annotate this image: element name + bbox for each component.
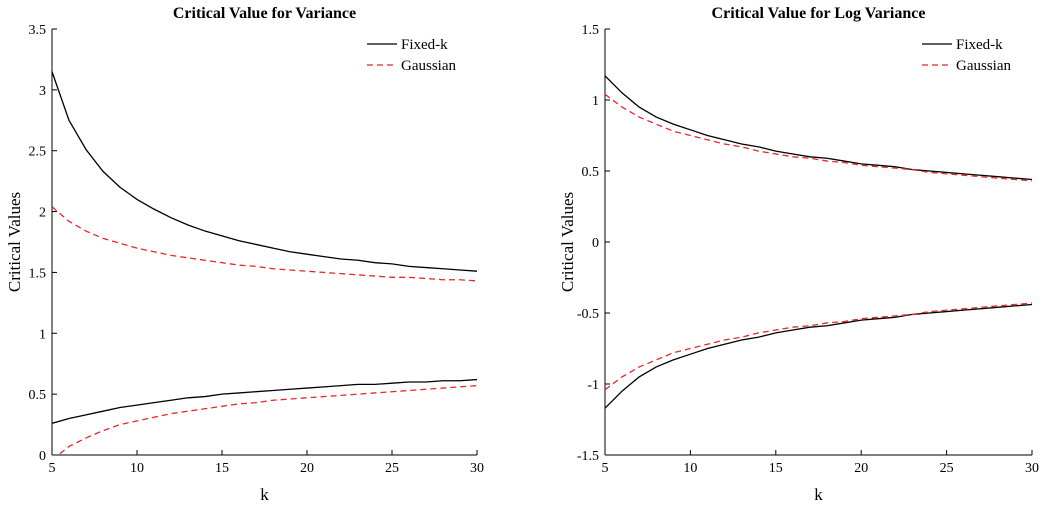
chart1-y-tick-label: 1.5	[29, 266, 47, 281]
chart1-x-tick-label: 5	[49, 461, 56, 476]
chart2-x-tick-label: 10	[683, 461, 697, 476]
chart1-y-axis-label: Critical Values	[5, 192, 24, 292]
chart2-x-tick-label: 25	[940, 461, 954, 476]
chart1-y-tick-label: 2	[39, 206, 46, 221]
chart2-x-tick-label: 20	[854, 461, 868, 476]
chart2-x-axis-label: k	[814, 485, 823, 504]
chart2-y-tick-label: 0	[592, 236, 599, 251]
chart2-y-tick-label: 1.5	[582, 23, 600, 38]
chart1-fixed-k-upper-line	[52, 71, 477, 272]
chart1-x-tick-label: 25	[385, 461, 399, 476]
chart1-x-axis-label: k	[260, 485, 269, 504]
chart2-y-tick-label: 0.5	[582, 165, 600, 180]
chart1-gaussian-lower-line	[57, 384, 477, 455]
chart1-fixed-k-lower-line	[52, 378, 477, 424]
chart1-y-tick-label: 2.5	[29, 145, 47, 160]
chart2-title: Critical Value for Log Variance	[712, 5, 926, 22]
chart1-legend-label-fixed-k: Fixed-k	[401, 37, 448, 53]
chart1-legend-label-gaussian: Gaussian	[401, 58, 456, 74]
chart1-y-tick-label: 3	[39, 84, 46, 99]
chart2-fixed-k-lower-line	[605, 303, 1032, 409]
chart2-y-tick-label: -0.5	[577, 307, 599, 322]
chart2-x-tick-label: 30	[1025, 461, 1039, 476]
chart1-gaussian-upper-line	[52, 206, 477, 282]
chart2-y-tick-label: 1	[592, 94, 599, 109]
chart2-fixed-k-upper-line	[605, 75, 1032, 181]
chart1-y-tick-label: 0	[39, 449, 46, 464]
chart1-x-tick-label: 20	[300, 461, 314, 476]
chart2-x-tick-label: 5	[602, 461, 609, 476]
chart1-x-tick-label: 15	[215, 461, 229, 476]
chart1-title: Critical Value for Variance	[173, 5, 356, 22]
chart1-x-tick-label: 30	[470, 461, 484, 476]
chart2-legend-label-gaussian: Gaussian	[956, 58, 1011, 74]
chart2-y-tick-label: -1.5	[577, 449, 599, 464]
chart2-x-tick-label: 15	[769, 461, 783, 476]
chart2-y-axis-label: Critical Values	[558, 192, 577, 292]
chart1-x-tick-label: 10	[130, 461, 144, 476]
chart2-gaussian-lower-line	[605, 302, 1032, 391]
chart1-y-tick-label: 3.5	[29, 23, 47, 38]
chart1-y-tick-label: 0.5	[29, 388, 47, 403]
chart2-legend-label-fixed-k: Fixed-k	[956, 37, 1003, 53]
chart2-gaussian-upper-line	[605, 93, 1032, 182]
chart2-y-tick-label: -1	[587, 378, 599, 393]
chart1-y-tick-label: 1	[39, 327, 46, 342]
